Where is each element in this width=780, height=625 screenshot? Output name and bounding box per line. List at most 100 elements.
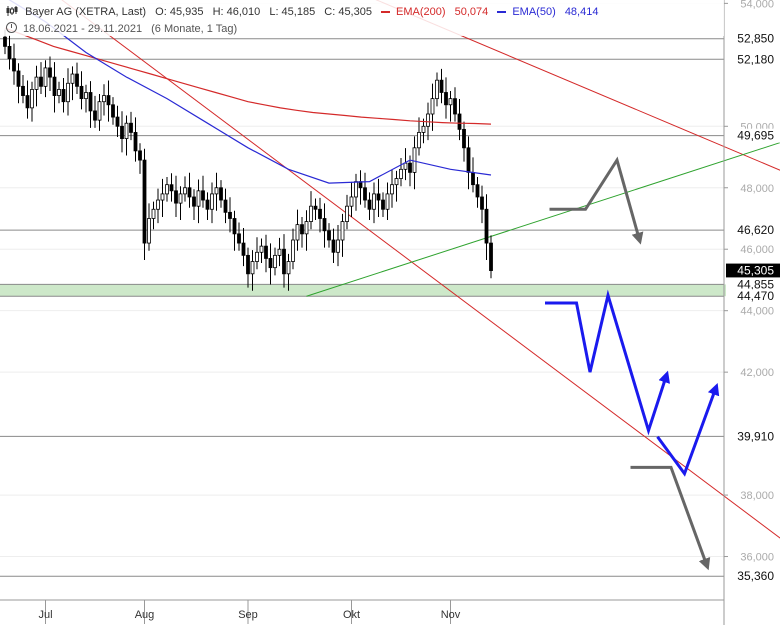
scenario-arrow-gray xyxy=(549,156,644,245)
x-tick-label: Sep xyxy=(238,609,258,621)
candle-body xyxy=(385,193,390,210)
candle-body xyxy=(79,85,84,100)
candle-body xyxy=(129,122,133,133)
level-label: 46,620 xyxy=(737,223,774,237)
candle-body xyxy=(156,199,160,210)
candle-body xyxy=(52,76,57,96)
x-tick-label: Nov xyxy=(441,609,461,621)
candle-body xyxy=(93,110,97,121)
candle-body xyxy=(367,199,372,210)
period-row: 18.06.2021 - 29.11.2021 (6 Monate, 1 Tag… xyxy=(6,22,243,35)
candle-body xyxy=(70,73,75,84)
level-label-bg xyxy=(726,569,780,584)
moving-averages xyxy=(4,0,492,184)
candle-body xyxy=(30,89,34,109)
candle-body xyxy=(237,233,241,244)
candle-body xyxy=(66,82,70,103)
candle-body xyxy=(174,190,178,204)
candle-body xyxy=(426,113,430,127)
period-span: (6 Monate, 1 Tag) xyxy=(151,23,238,35)
candles xyxy=(3,29,493,291)
scenario-arrow-gray xyxy=(630,465,711,571)
price-labels: 52,850 52,180 49,695 46,620 45,30544,85544,4… xyxy=(726,31,780,584)
candle-body xyxy=(363,187,367,201)
level-label-bg xyxy=(726,52,780,67)
candle-body xyxy=(304,221,309,235)
candle-body xyxy=(165,184,169,195)
candle-body xyxy=(273,254,277,269)
candle-body xyxy=(255,251,259,262)
candle-body xyxy=(133,132,138,152)
candle-body xyxy=(480,196,484,210)
candle-body xyxy=(277,248,282,256)
candle-body xyxy=(390,184,394,195)
candle-body xyxy=(3,36,7,47)
candle-body xyxy=(183,187,187,195)
candle-body xyxy=(124,122,129,139)
candle-body xyxy=(331,239,336,253)
clock-icon xyxy=(6,22,17,33)
open-value: O: 45,935 xyxy=(155,6,204,18)
level-label-bg xyxy=(726,263,780,278)
candle-body xyxy=(489,242,493,271)
y-tick-label: 36,000 xyxy=(740,552,774,564)
level-label: 39,910 xyxy=(737,429,774,443)
y-tick-label: 38,000 xyxy=(740,490,774,502)
candle-body xyxy=(444,92,448,106)
trend-line xyxy=(375,0,780,171)
candle-body xyxy=(412,147,417,173)
candlestick-icon xyxy=(6,6,18,16)
candle-body xyxy=(48,67,52,78)
candle-body xyxy=(403,162,408,170)
scenario-arrow-blue xyxy=(545,289,670,436)
chart-header: Bayer AG (XETRA, Last) O: 45,935 H: 46,0… xyxy=(0,0,724,36)
candle-body xyxy=(453,98,457,115)
level-label: 52,850 xyxy=(737,32,774,46)
candle-body xyxy=(88,92,93,112)
candle-body xyxy=(291,239,295,262)
candle-body xyxy=(417,132,421,149)
y-tick-label: 44,000 xyxy=(740,306,774,318)
trend-line xyxy=(306,142,780,297)
candle-body xyxy=(349,196,354,207)
candle-body xyxy=(160,193,165,201)
candle-body xyxy=(7,45,12,60)
level-label-bg xyxy=(726,289,780,304)
candle-body xyxy=(219,187,223,201)
candle-body xyxy=(394,178,399,186)
level-label-bg xyxy=(726,128,780,143)
ema200-line xyxy=(4,27,492,125)
candle-body xyxy=(106,95,111,106)
candle-body xyxy=(457,113,462,130)
y-tick-label: 42,000 xyxy=(740,367,774,379)
candle-body xyxy=(205,199,210,210)
candle-body xyxy=(111,104,115,118)
candle-body xyxy=(214,187,219,195)
candle-body xyxy=(138,150,142,161)
ema50-value: 48,414 xyxy=(564,6,599,18)
level-label: 44,855 xyxy=(737,277,774,291)
candle-body xyxy=(399,168,403,179)
candle-body xyxy=(295,224,300,241)
level-label: 35,360 xyxy=(737,569,774,583)
level-label: 52,180 xyxy=(737,52,774,66)
candle-body xyxy=(372,193,376,210)
candle-body xyxy=(309,205,313,222)
candle-body xyxy=(241,242,246,256)
candle-body xyxy=(462,128,466,149)
scenario-arrow-blue xyxy=(656,382,720,477)
ema50-swatch xyxy=(497,11,507,14)
candle-body xyxy=(178,193,183,204)
candle-body xyxy=(313,205,318,210)
scenario-arrows xyxy=(545,156,720,571)
candle-body xyxy=(201,190,205,201)
y-tick-label: 54,000 xyxy=(740,0,774,10)
y-tick-label: 48,000 xyxy=(740,183,774,195)
level-label-bg xyxy=(726,277,780,292)
candle-body xyxy=(381,199,385,210)
x-tick-label: Jul xyxy=(38,609,52,621)
candle-body xyxy=(75,73,79,87)
candle-body xyxy=(259,245,264,253)
